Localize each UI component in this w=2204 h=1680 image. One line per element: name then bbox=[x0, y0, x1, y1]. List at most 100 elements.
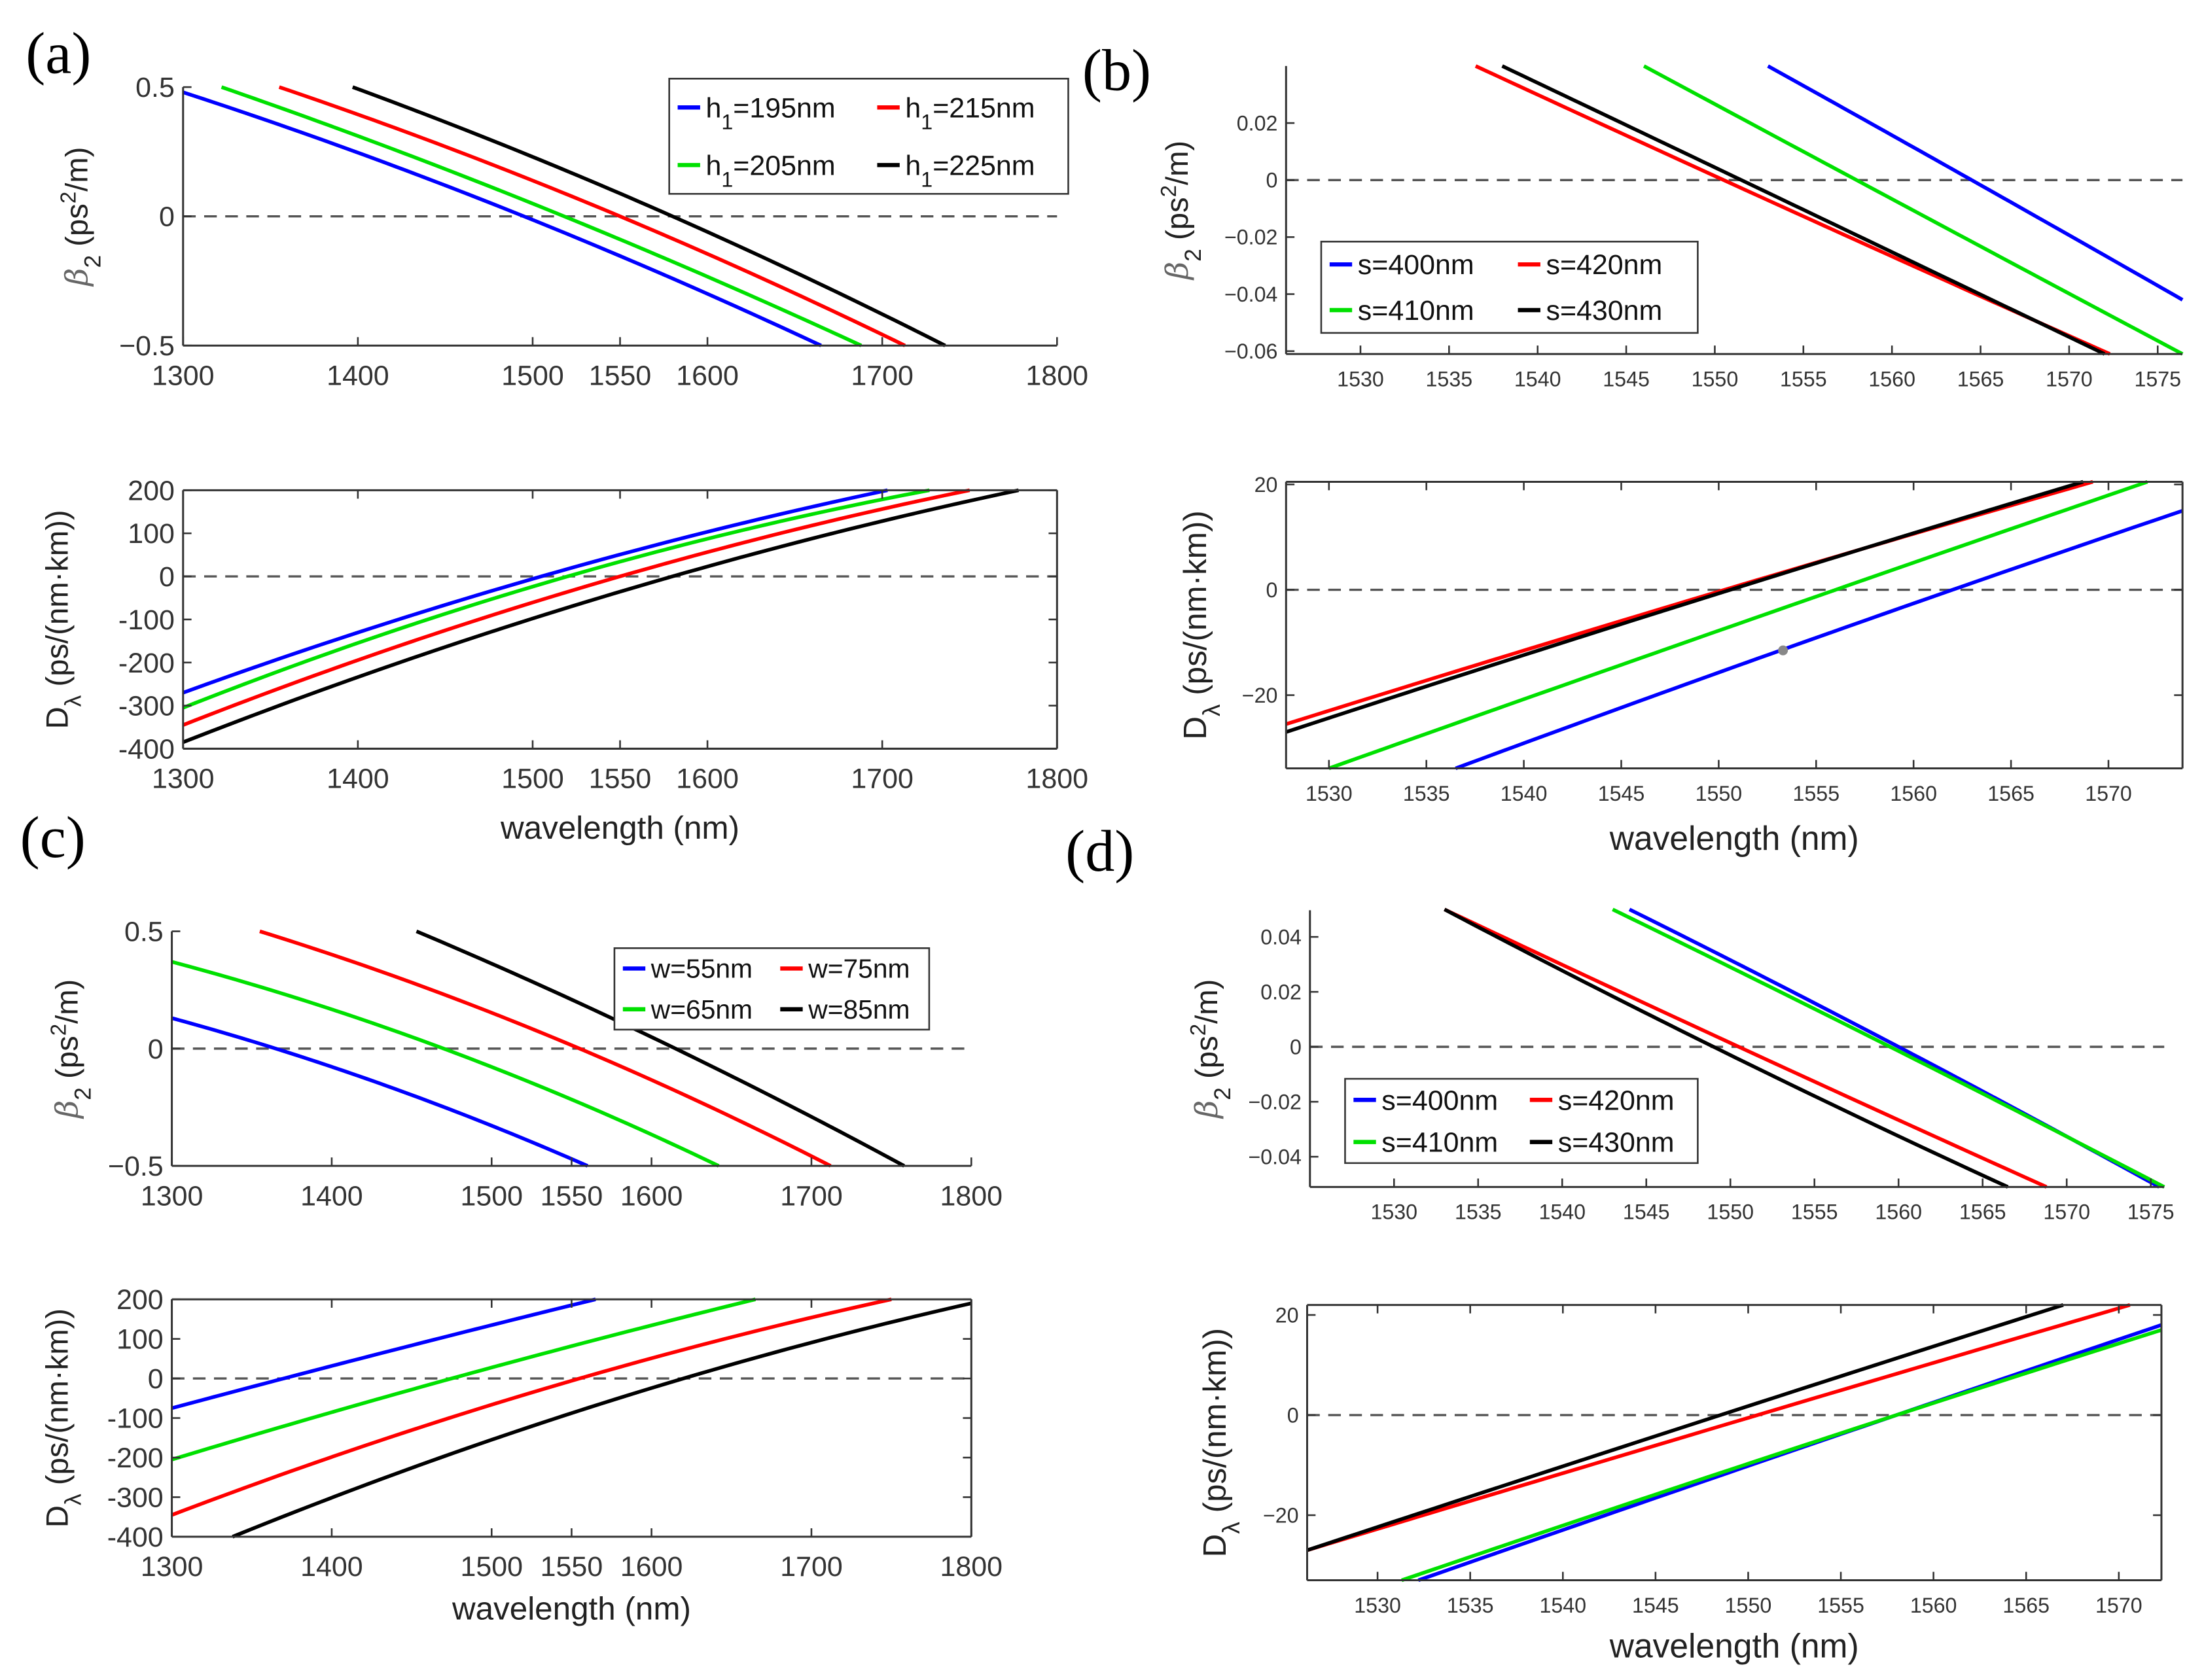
y-tick-label: 0.02 bbox=[1260, 980, 1302, 1004]
series-line-1 bbox=[1767, 64, 2184, 302]
y-tick-label: -400 bbox=[107, 1522, 164, 1553]
x-tick-label: 1535 bbox=[1426, 367, 1473, 391]
y-tick-label: 0.02 bbox=[1237, 111, 1278, 135]
x-tick-label: 1700 bbox=[851, 360, 914, 391]
y-tick-label: -100 bbox=[107, 1403, 164, 1435]
x-tick-label: 1600 bbox=[620, 1180, 683, 1212]
subplot-5: 1300 1400 1500 1550 1600 1700 1800−0.500.5β2 (… bbox=[46, 917, 1003, 1212]
legend-label-part: 1 bbox=[721, 167, 733, 191]
legend-label-part: 1 bbox=[921, 167, 933, 191]
x-tick-label: 1535 bbox=[1403, 782, 1450, 805]
y-label-part: /m) bbox=[1190, 979, 1224, 1024]
series-line-1 bbox=[183, 488, 888, 695]
legend-label: w=55nm bbox=[650, 954, 753, 984]
x-tick-label: 1555 bbox=[1792, 782, 1840, 805]
series-line-4 bbox=[1444, 907, 2009, 1189]
legend-label: s=410nm bbox=[1358, 295, 1474, 326]
x-tick-label: 1500 bbox=[501, 763, 564, 795]
y-tick-label: -300 bbox=[107, 1482, 164, 1514]
x-tick-label: 1550 bbox=[541, 1551, 603, 1583]
x-tick-label: 1600 bbox=[676, 763, 739, 795]
x-tick-label: 1575 bbox=[2127, 1200, 2175, 1224]
legend-label: s=410nm bbox=[1381, 1127, 1498, 1159]
y-axis-label: Dλ (ps/(nm·km)) bbox=[41, 1308, 86, 1528]
y-tick-label: 200 bbox=[116, 1284, 164, 1316]
x-tick-label: 1550 bbox=[589, 360, 652, 391]
y-label-part: (ps/(nm·km)) bbox=[1177, 510, 1213, 704]
x-tick-label: 1400 bbox=[300, 1180, 363, 1212]
legend-item: w=65nm bbox=[622, 994, 753, 1024]
y-axis-label: Dλ (ps/(nm·km)) bbox=[41, 510, 86, 729]
legend-label-part: w=55nm bbox=[650, 954, 753, 984]
series-line-1 bbox=[183, 90, 822, 347]
y-label-part: (ps bbox=[1190, 1036, 1224, 1087]
y-label-part: β bbox=[1160, 262, 1196, 281]
y-label-part: λ bbox=[60, 1494, 86, 1505]
series-line-4 bbox=[1307, 1303, 2064, 1552]
y-label-part: D bbox=[41, 1505, 75, 1528]
series-line-2 bbox=[1328, 480, 2148, 771]
y-tick-label: 0 bbox=[159, 201, 175, 233]
y-axis-label: β2 (ps2/m) bbox=[1186, 979, 1236, 1119]
legend-label-part: w=75nm bbox=[808, 954, 910, 984]
series-line-4 bbox=[351, 85, 946, 347]
subplot-3: 1530 1535 1540 1545 1550 1555 1560 1565 1570 1575… bbox=[1156, 64, 2184, 391]
y-label-part: λ bbox=[1198, 704, 1225, 716]
series-line-2 bbox=[1612, 907, 2165, 1189]
y-label-part: (ps bbox=[60, 203, 95, 255]
legend-label-part: w=65nm bbox=[650, 994, 753, 1024]
y-tick-label: -200 bbox=[107, 1443, 164, 1474]
y-tick-label: 0 bbox=[148, 1363, 164, 1395]
y-tick-label: 0.04 bbox=[1260, 925, 1302, 949]
x-tick-label: 1600 bbox=[620, 1551, 683, 1583]
x-tick-label: 1300 bbox=[141, 1180, 204, 1212]
y-tick-label: 100 bbox=[128, 518, 175, 550]
legend-item: w=85nm bbox=[780, 994, 910, 1024]
y-tick-label: 0.5 bbox=[135, 72, 175, 103]
legend-label: h1=205nm bbox=[706, 150, 836, 191]
legend: s=400nm s=410nm s=420nm s=430nm bbox=[1320, 241, 1699, 334]
legend-item: s=430nm bbox=[1529, 1127, 1675, 1159]
legend-item: w=75nm bbox=[780, 954, 910, 984]
y-label-part: β bbox=[1189, 1100, 1225, 1119]
y-label-part: (ps/(nm·km)) bbox=[1197, 1328, 1233, 1522]
panel-label: (c) bbox=[20, 805, 86, 870]
y-tick-label: −20 bbox=[1263, 1503, 1299, 1527]
y-label-part: /m) bbox=[60, 147, 95, 192]
x-tick-label: 1550 bbox=[541, 1180, 603, 1212]
y-tick-label: 20 bbox=[1275, 1303, 1299, 1327]
legend-label: s=430nm bbox=[1558, 1127, 1675, 1159]
y-tick-label: 0 bbox=[1290, 1035, 1302, 1059]
legend-box bbox=[1344, 1077, 1699, 1164]
x-tick-label: 1500 bbox=[461, 1551, 524, 1583]
x-tick-label: 1550 bbox=[1692, 367, 1739, 391]
x-tick-label: 1560 bbox=[1868, 367, 1915, 391]
y-label-part: D bbox=[1177, 716, 1213, 740]
legend-label: h1=225nm bbox=[905, 150, 1035, 191]
series-line-1 bbox=[171, 1016, 588, 1168]
x-tick-label: 1570 bbox=[2085, 782, 2132, 805]
legend-label: w=85nm bbox=[808, 994, 910, 1024]
series-line-4 bbox=[416, 929, 906, 1168]
y-tick-label: -200 bbox=[118, 648, 175, 679]
series-line-1 bbox=[1455, 509, 2184, 771]
x-tick-label: 1565 bbox=[1957, 367, 2004, 391]
legend-label: h1=215nm bbox=[905, 92, 1035, 133]
legend-label: s=400nm bbox=[1381, 1085, 1498, 1116]
y-tick-label: −20 bbox=[1242, 684, 1278, 707]
legend-box bbox=[1320, 241, 1699, 334]
y-label-part: β bbox=[50, 1100, 86, 1119]
legend-label-part: s=400nm bbox=[1381, 1085, 1498, 1116]
y-axis-label: β2 (ps2/m) bbox=[46, 979, 96, 1119]
x-tick-label: 1540 bbox=[1514, 367, 1561, 391]
y-label-part: (ps/(nm·km)) bbox=[41, 1308, 75, 1494]
x-tick-label: 1600 bbox=[676, 360, 739, 391]
legend-label-part: =225nm bbox=[933, 150, 1035, 181]
y-tick-label: 200 bbox=[128, 475, 175, 506]
series-line-3 bbox=[278, 85, 906, 347]
x-tick-label: 1550 bbox=[589, 763, 652, 795]
legend-label-part: h bbox=[706, 150, 722, 181]
y-label-part: λ bbox=[60, 695, 86, 707]
y-tick-label: −0.02 bbox=[1248, 1090, 1301, 1113]
